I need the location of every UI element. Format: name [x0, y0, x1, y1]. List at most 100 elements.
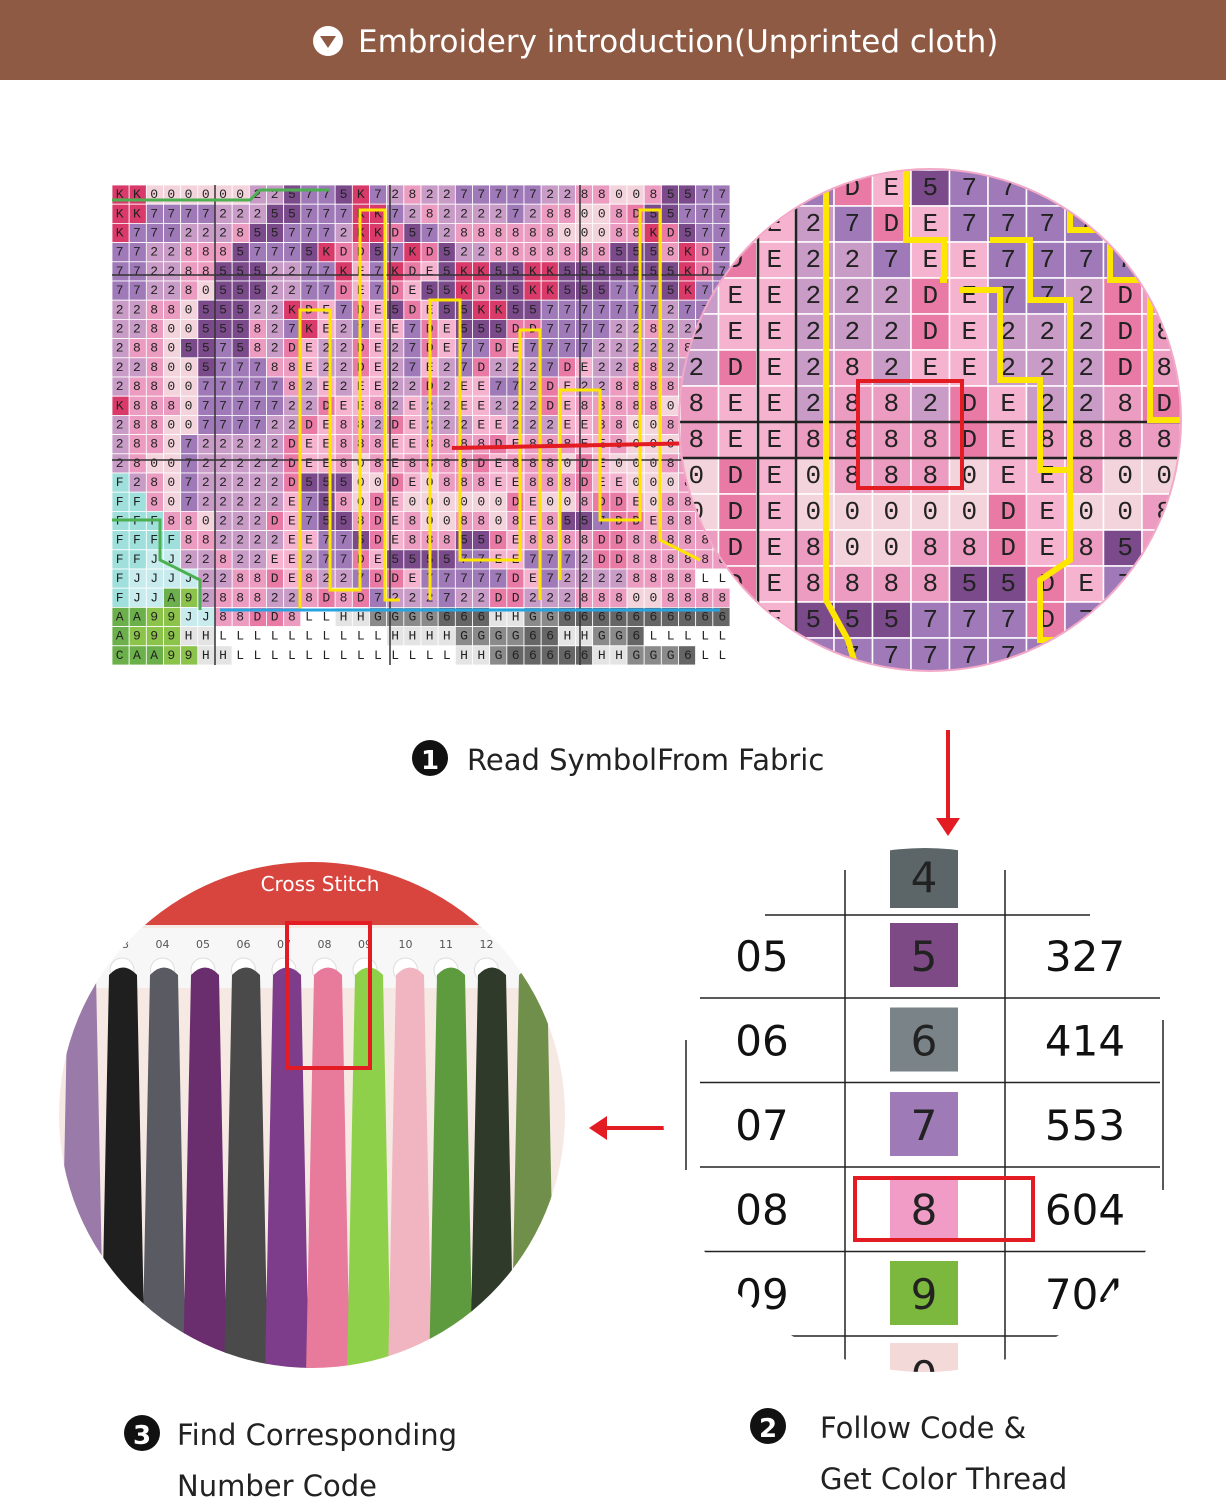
- thread: [142, 967, 186, 1368]
- cell: [910, 421, 951, 459]
- cell-row: 8DE80088DE858: [688, 533, 1172, 563]
- step-number: 1: [421, 746, 439, 776]
- dmc-number: 414: [1045, 1017, 1125, 1066]
- thread: [183, 967, 227, 1368]
- symbol: 9: [911, 1270, 938, 1319]
- cell: [1064, 170, 1105, 207]
- cell: [1141, 170, 1180, 207]
- region-outline: [960, 287, 1073, 560]
- step-number: 3: [133, 1421, 151, 1451]
- code: 09: [735, 1270, 788, 1319]
- zoom-grid: DE27DE57777777DE27DE77777D7DE227EE7777D2…: [680, 170, 1180, 671]
- code: 06: [735, 1017, 788, 1066]
- cell: [1064, 637, 1105, 670]
- region-outline: [428, 298, 542, 600]
- code: 08: [735, 1186, 788, 1235]
- cell: [871, 493, 912, 531]
- region-outline: [903, 170, 947, 283]
- cell-row: 2EE222DE772D8: [688, 281, 1172, 311]
- symbol-box: [890, 1343, 958, 1372]
- hole-label: 12: [480, 938, 494, 951]
- step-badge: [412, 740, 448, 776]
- region-outline: [112, 188, 330, 202]
- cell: [1064, 565, 1105, 603]
- cell: [1102, 170, 1143, 207]
- hole-label: 06: [237, 938, 251, 951]
- thread: [470, 967, 514, 1368]
- symbol: 0: [911, 1352, 938, 1401]
- symbol: 6: [911, 1017, 938, 1066]
- step-badge: [124, 1415, 160, 1451]
- step-text: Read SymbolFrom Fabric: [467, 743, 824, 777]
- cell: [833, 565, 874, 603]
- cell-row: 8EE2882DE228D: [688, 389, 1172, 419]
- cell: [871, 421, 912, 459]
- symbol-box: [890, 1092, 958, 1156]
- cell: [756, 349, 797, 387]
- fabric-grid: KK000000225775K728227777722880085577KK77…: [112, 185, 730, 665]
- step-text: Number Code: [177, 1469, 377, 1500]
- code-table: 4 05 5 327 06 6 414 07 7 553 08 8 604 09 9 704 0: [663, 848, 1187, 1401]
- symbol-box: [890, 1176, 958, 1241]
- cell: [717, 277, 758, 315]
- cell: [871, 529, 912, 567]
- cell: [756, 277, 797, 315]
- hole-label: 04: [156, 938, 170, 951]
- thread: [429, 967, 473, 1368]
- cell: [1141, 637, 1180, 670]
- cell: [987, 277, 1028, 315]
- cell: [987, 565, 1028, 603]
- symbol-box: [890, 923, 958, 987]
- step-number: 2: [759, 1414, 777, 1444]
- cell: [948, 529, 989, 567]
- table-highlight: [853, 1176, 1035, 1242]
- arrow-down-head: [936, 818, 960, 836]
- cell: [717, 529, 758, 567]
- cell: [833, 241, 874, 279]
- cell: [987, 493, 1028, 531]
- zoom-highlight: [856, 379, 964, 490]
- cell: [1102, 205, 1143, 243]
- cell: [871, 385, 912, 423]
- region-outline: [1067, 170, 1180, 423]
- cell: [1141, 529, 1180, 567]
- dmc-number: 704: [1045, 1270, 1125, 1319]
- cell: [987, 205, 1028, 243]
- cell: [1102, 637, 1143, 670]
- cell: [717, 313, 758, 351]
- cell-row: 5DE888855DE77: [688, 569, 1172, 599]
- card-title: Cross Stitch: [261, 872, 380, 896]
- cell: [871, 565, 912, 603]
- symbol: 4: [911, 853, 938, 902]
- header-bar: [0, 0, 1226, 80]
- cell: [1141, 205, 1180, 243]
- cell: [987, 457, 1028, 495]
- code: 07: [735, 1101, 788, 1150]
- cell: [948, 565, 989, 603]
- cell-row: DE27DE5777777: [688, 173, 1172, 203]
- cell: [756, 637, 797, 670]
- cell-row: 0DE00000DE008: [688, 497, 1172, 527]
- thread: [224, 967, 268, 1368]
- cell: [756, 170, 797, 207]
- region-outline: [558, 208, 701, 580]
- cell: [1141, 241, 1180, 279]
- symbol-box: [890, 848, 958, 908]
- hole-label: 05: [196, 938, 210, 951]
- hole-label: 03: [115, 938, 129, 951]
- cell: [910, 565, 951, 603]
- region-outline: [990, 237, 1100, 643]
- symbol: 5: [911, 932, 938, 981]
- thread: [388, 967, 432, 1368]
- step-text: Find Corresponding: [177, 1418, 457, 1452]
- header-icon-arrow: [320, 36, 336, 48]
- cell: [1102, 601, 1143, 639]
- region-outline: [298, 208, 400, 610]
- cell: [1025, 313, 1066, 351]
- cell: [717, 349, 758, 387]
- symbol: 8: [911, 1186, 938, 1235]
- cell: [756, 565, 797, 603]
